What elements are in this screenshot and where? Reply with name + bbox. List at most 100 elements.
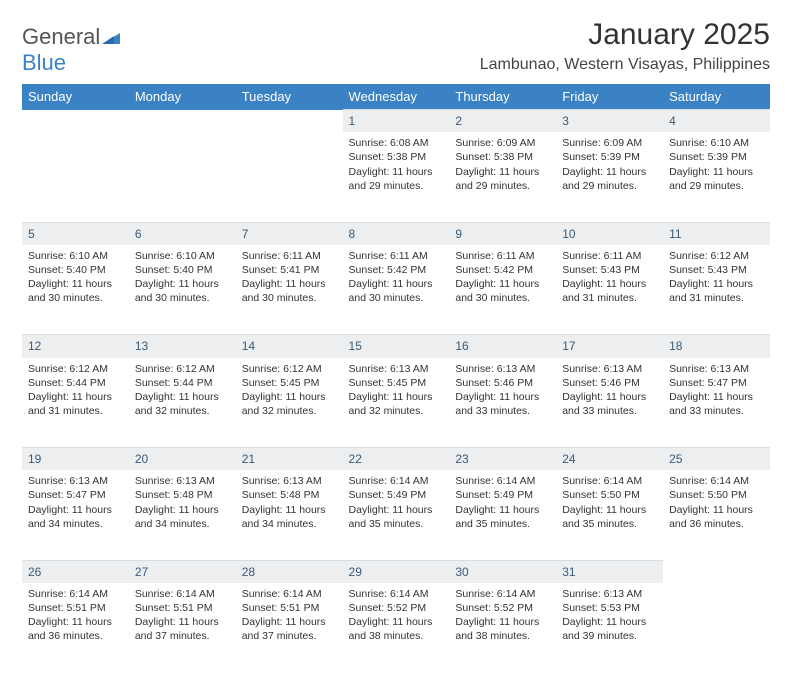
title-block: January 2025 Lambunao, Western Visayas, …: [480, 18, 770, 74]
day-number: 19: [22, 448, 129, 471]
day-number: 6: [129, 222, 236, 245]
daylight-text: and 30 minutes.: [135, 291, 230, 305]
daylight-text: and 37 minutes.: [242, 629, 337, 643]
daylight-text: Daylight: 11 hours: [28, 277, 123, 291]
sunset-text: Sunset: 5:42 PM: [349, 263, 444, 277]
sunset-text: Sunset: 5:50 PM: [562, 488, 657, 502]
sunset-text: Sunset: 5:50 PM: [669, 488, 764, 502]
daynum-row: 19202122232425: [22, 448, 770, 471]
sunset-text: Sunset: 5:38 PM: [349, 150, 444, 164]
sunrise-text: Sunrise: 6:13 AM: [242, 474, 337, 488]
day-number: 29: [343, 560, 450, 583]
daylight-text: and 30 minutes.: [349, 291, 444, 305]
day-number: 1: [343, 110, 450, 133]
day-number: 7: [236, 222, 343, 245]
weekday-header: Saturday: [663, 84, 770, 110]
day-number: 4: [663, 110, 770, 133]
daylight-text: Daylight: 11 hours: [562, 615, 657, 629]
day-number: 23: [449, 448, 556, 471]
daylight-text: and 39 minutes.: [562, 629, 657, 643]
daylight-text: Daylight: 11 hours: [28, 615, 123, 629]
daylight-text: Daylight: 11 hours: [135, 390, 230, 404]
sunset-text: Sunset: 5:53 PM: [562, 601, 657, 615]
sunrise-text: Sunrise: 6:09 AM: [562, 136, 657, 150]
day-number: [22, 110, 129, 133]
day-number: 16: [449, 335, 556, 358]
sunrise-text: Sunrise: 6:14 AM: [562, 474, 657, 488]
day-cell: Sunrise: 6:14 AMSunset: 5:50 PMDaylight:…: [663, 470, 770, 560]
sunrise-text: Sunrise: 6:08 AM: [349, 136, 444, 150]
sunrise-text: Sunrise: 6:12 AM: [669, 249, 764, 263]
day-cell: Sunrise: 6:14 AMSunset: 5:51 PMDaylight:…: [22, 583, 129, 673]
day-cell: Sunrise: 6:13 AMSunset: 5:45 PMDaylight:…: [343, 358, 450, 448]
daylight-text: Daylight: 11 hours: [669, 503, 764, 517]
sunrise-text: Sunrise: 6:10 AM: [28, 249, 123, 263]
logo-mark-icon: [102, 30, 120, 44]
daylight-text: Daylight: 11 hours: [562, 390, 657, 404]
sunset-text: Sunset: 5:40 PM: [28, 263, 123, 277]
sunset-text: Sunset: 5:39 PM: [562, 150, 657, 164]
daylight-text: Daylight: 11 hours: [242, 503, 337, 517]
day-cell: Sunrise: 6:14 AMSunset: 5:52 PMDaylight:…: [449, 583, 556, 673]
day-cell: Sunrise: 6:12 AMSunset: 5:45 PMDaylight:…: [236, 358, 343, 448]
daylight-text: Daylight: 11 hours: [349, 165, 444, 179]
daylight-text: and 32 minutes.: [135, 404, 230, 418]
day-number: 11: [663, 222, 770, 245]
day-number: 2: [449, 110, 556, 133]
sunset-text: Sunset: 5:46 PM: [562, 376, 657, 390]
day-cell: Sunrise: 6:11 AMSunset: 5:42 PMDaylight:…: [449, 245, 556, 335]
daylight-text: and 34 minutes.: [242, 517, 337, 531]
sunrise-text: Sunrise: 6:14 AM: [349, 587, 444, 601]
daylight-text: and 36 minutes.: [28, 629, 123, 643]
sunrise-text: Sunrise: 6:13 AM: [669, 362, 764, 376]
sunset-text: Sunset: 5:48 PM: [135, 488, 230, 502]
weekday-header: Friday: [556, 84, 663, 110]
daylight-text: Daylight: 11 hours: [242, 390, 337, 404]
daylight-text: and 33 minutes.: [455, 404, 550, 418]
daylight-text: Daylight: 11 hours: [135, 503, 230, 517]
daylight-text: Daylight: 11 hours: [455, 615, 550, 629]
day-cell: Sunrise: 6:13 AMSunset: 5:47 PMDaylight:…: [663, 358, 770, 448]
day-number: 25: [663, 448, 770, 471]
sunset-text: Sunset: 5:46 PM: [455, 376, 550, 390]
day-cell: Sunrise: 6:08 AMSunset: 5:38 PMDaylight:…: [343, 132, 450, 222]
day-number: 9: [449, 222, 556, 245]
daylight-text: Daylight: 11 hours: [135, 615, 230, 629]
daylight-text: and 30 minutes.: [455, 291, 550, 305]
daylight-text: and 35 minutes.: [562, 517, 657, 531]
day-number: [236, 110, 343, 133]
sunset-text: Sunset: 5:51 PM: [28, 601, 123, 615]
day-number: 13: [129, 335, 236, 358]
sunrise-text: Sunrise: 6:14 AM: [349, 474, 444, 488]
sunrise-text: Sunrise: 6:13 AM: [349, 362, 444, 376]
sunset-text: Sunset: 5:51 PM: [135, 601, 230, 615]
daylight-text: Daylight: 11 hours: [669, 390, 764, 404]
daylight-text: Daylight: 11 hours: [455, 165, 550, 179]
daylight-text: and 36 minutes.: [669, 517, 764, 531]
sunset-text: Sunset: 5:43 PM: [562, 263, 657, 277]
sunset-text: Sunset: 5:43 PM: [669, 263, 764, 277]
weekday-header: Thursday: [449, 84, 556, 110]
content-row: Sunrise: 6:10 AMSunset: 5:40 PMDaylight:…: [22, 245, 770, 335]
logo-text: GeneralBlue: [22, 24, 120, 76]
sunset-text: Sunset: 5:44 PM: [28, 376, 123, 390]
sunset-text: Sunset: 5:39 PM: [669, 150, 764, 164]
daylight-text: and 37 minutes.: [135, 629, 230, 643]
day-cell: Sunrise: 6:12 AMSunset: 5:43 PMDaylight:…: [663, 245, 770, 335]
day-cell: [236, 132, 343, 222]
location-label: Lambunao, Western Visayas, Philippines: [480, 56, 770, 74]
sunset-text: Sunset: 5:44 PM: [135, 376, 230, 390]
day-cell: Sunrise: 6:14 AMSunset: 5:51 PMDaylight:…: [129, 583, 236, 673]
sunset-text: Sunset: 5:40 PM: [135, 263, 230, 277]
daylight-text: Daylight: 11 hours: [349, 503, 444, 517]
day-number: [129, 110, 236, 133]
sunset-text: Sunset: 5:47 PM: [669, 376, 764, 390]
day-number: 22: [343, 448, 450, 471]
daylight-text: Daylight: 11 hours: [135, 277, 230, 291]
day-number: 15: [343, 335, 450, 358]
daylight-text: and 30 minutes.: [28, 291, 123, 305]
sunset-text: Sunset: 5:45 PM: [242, 376, 337, 390]
sunrise-text: Sunrise: 6:12 AM: [135, 362, 230, 376]
sunset-text: Sunset: 5:48 PM: [242, 488, 337, 502]
daylight-text: and 33 minutes.: [669, 404, 764, 418]
